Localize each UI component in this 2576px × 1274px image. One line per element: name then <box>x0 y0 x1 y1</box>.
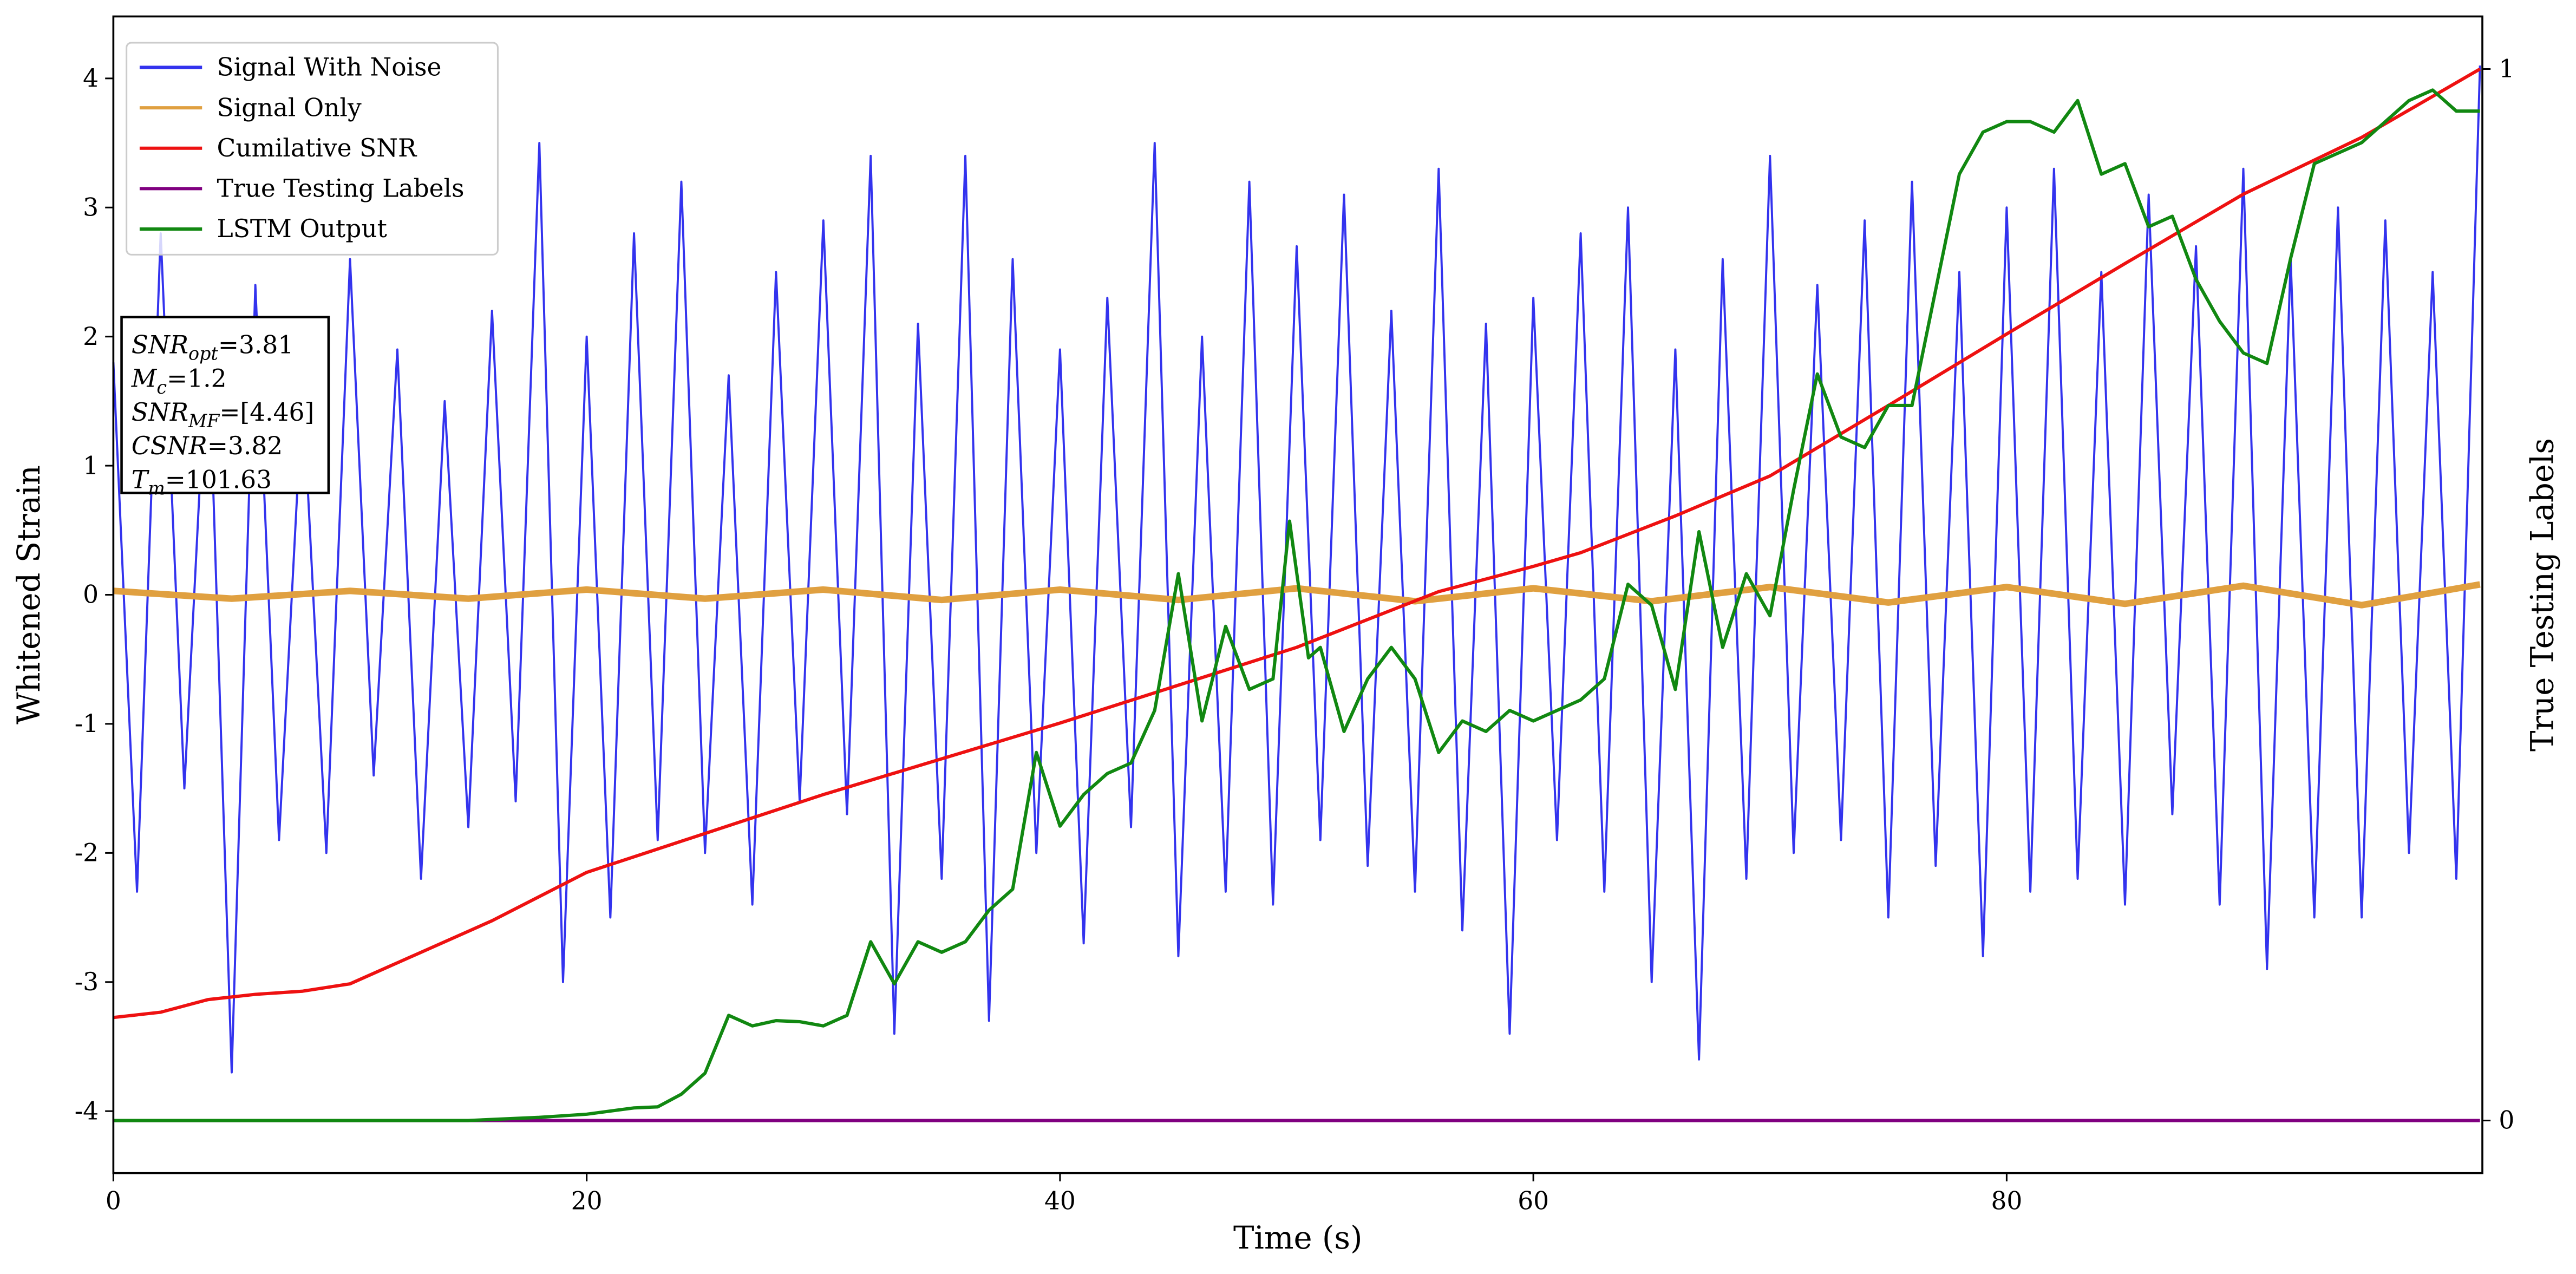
annotation-subscript: c <box>156 377 167 398</box>
annotation-symbol: M <box>131 364 158 393</box>
annotation-text: =101.63 <box>165 465 272 494</box>
legend-label: True Testing Labels <box>217 174 465 203</box>
annotation-line: CSNR=3.82 <box>132 432 283 460</box>
x-tick-label: 0 <box>106 1186 121 1215</box>
annotation-text: =[4.46] <box>219 398 314 427</box>
annotation-symbol: SNR <box>132 330 188 359</box>
annotation-line: SNRMF=[4.46] <box>132 398 315 432</box>
annotation-subscript: MF <box>188 410 220 432</box>
annotation-subscript: m <box>148 478 165 499</box>
y-tick-label: -3 <box>75 968 99 996</box>
y-tick-label: 1 <box>83 451 99 480</box>
legend-label: Signal With Noise <box>217 53 442 82</box>
legend-label: Signal Only <box>217 93 362 122</box>
annotation-box <box>120 316 330 494</box>
y-tick-label: -2 <box>75 839 99 867</box>
series-line <box>113 581 2481 609</box>
y-tick-label: -4 <box>75 1096 99 1125</box>
plot-area <box>112 65 2481 1122</box>
y-tick-label: 4 <box>83 64 99 93</box>
x-tick-label: 80 <box>1991 1186 2022 1215</box>
annotation-text: =3.82 <box>207 432 283 460</box>
legend-frame <box>126 42 499 256</box>
y-tick-label: 2 <box>83 322 99 351</box>
x-axis-label: Time (s) <box>1233 1219 1363 1256</box>
y-tick-label: -1 <box>75 709 99 738</box>
annotation-line: SNRopt=3.81 <box>132 330 294 364</box>
y2-tick-label: 0 <box>2499 1106 2514 1135</box>
y-tick-label: 3 <box>83 193 99 221</box>
annotation-symbol: CSNR <box>132 432 207 460</box>
series-line <box>113 88 2480 1122</box>
annotation-subscript: opt <box>188 343 218 364</box>
y-tick-label: 0 <box>83 580 99 609</box>
x-tick-label: 60 <box>1518 1186 1549 1215</box>
series-line <box>112 65 2481 1074</box>
annotation-text: =1.2 <box>167 364 226 393</box>
series-line <box>113 67 2481 1020</box>
legend-label: Cumilative SNR <box>217 134 417 162</box>
annotation-symbol: T <box>132 465 150 494</box>
y-axis-label: Whitened Strain <box>10 465 47 724</box>
annotation-line: Mc=1.2 <box>131 364 227 398</box>
y2-axis-label: True Testing Labels <box>2524 438 2561 752</box>
annotation-symbol: SNR <box>132 398 188 427</box>
annotation-text: =3.81 <box>218 330 293 359</box>
annotation-line: Tm=101.63 <box>132 465 272 499</box>
x-tick-label: 20 <box>571 1186 603 1215</box>
legend-label: LSTM Output <box>217 214 387 243</box>
x-tick-label: 40 <box>1044 1186 1076 1215</box>
y2-tick-label: 1 <box>2499 55 2514 83</box>
